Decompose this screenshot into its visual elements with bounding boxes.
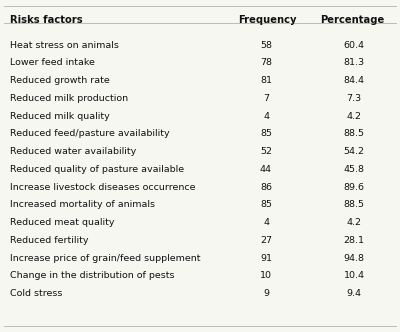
- Text: Reduced milk quality: Reduced milk quality: [10, 112, 110, 121]
- Text: Reduced milk production: Reduced milk production: [10, 94, 128, 103]
- Text: 86: 86: [260, 183, 272, 192]
- Text: 4.2: 4.2: [346, 218, 362, 227]
- Text: 45.8: 45.8: [344, 165, 364, 174]
- Text: 27: 27: [260, 236, 272, 245]
- Text: 7.3: 7.3: [346, 94, 362, 103]
- Text: 88.5: 88.5: [344, 129, 364, 138]
- Text: 91: 91: [260, 254, 272, 263]
- Text: 7: 7: [263, 94, 269, 103]
- Text: Increase price of grain/feed supplement: Increase price of grain/feed supplement: [10, 254, 200, 263]
- Text: 54.2: 54.2: [344, 147, 364, 156]
- Text: Reduced feed/pasture availability: Reduced feed/pasture availability: [10, 129, 170, 138]
- Text: Reduced fertility: Reduced fertility: [10, 236, 88, 245]
- Text: Reduced growth rate: Reduced growth rate: [10, 76, 110, 85]
- Text: 89.6: 89.6: [344, 183, 364, 192]
- Text: 60.4: 60.4: [344, 41, 364, 49]
- Text: Lower feed intake: Lower feed intake: [10, 58, 95, 67]
- Text: 58: 58: [260, 41, 272, 49]
- Text: 94.8: 94.8: [344, 254, 364, 263]
- Text: 85: 85: [260, 200, 272, 209]
- Text: 78: 78: [260, 58, 272, 67]
- Text: Change in the distribution of pests: Change in the distribution of pests: [10, 272, 174, 281]
- Text: Risks factors: Risks factors: [10, 15, 83, 25]
- Text: Increased mortality of animals: Increased mortality of animals: [10, 200, 155, 209]
- Text: 9: 9: [263, 289, 269, 298]
- Text: 44: 44: [260, 165, 272, 174]
- Text: Reduced meat quality: Reduced meat quality: [10, 218, 114, 227]
- Text: 28.1: 28.1: [344, 236, 364, 245]
- Text: Frequency: Frequency: [238, 15, 296, 25]
- Text: 4.2: 4.2: [346, 112, 362, 121]
- Text: 84.4: 84.4: [344, 76, 364, 85]
- Text: Percentage: Percentage: [320, 15, 384, 25]
- Text: 88.5: 88.5: [344, 200, 364, 209]
- Text: Reduced quality of pasture available: Reduced quality of pasture available: [10, 165, 184, 174]
- Text: Cold stress: Cold stress: [10, 289, 62, 298]
- Text: Reduced water availability: Reduced water availability: [10, 147, 136, 156]
- Text: Heat stress on animals: Heat stress on animals: [10, 41, 119, 49]
- Text: 10.4: 10.4: [344, 272, 364, 281]
- Text: 81: 81: [260, 76, 272, 85]
- Text: 9.4: 9.4: [346, 289, 362, 298]
- Text: 4: 4: [263, 112, 269, 121]
- Text: 85: 85: [260, 129, 272, 138]
- Text: 52: 52: [260, 147, 272, 156]
- Text: 10: 10: [260, 272, 272, 281]
- Text: 4: 4: [263, 218, 269, 227]
- Text: 81.3: 81.3: [344, 58, 364, 67]
- Text: Increase livestock diseases occurrence: Increase livestock diseases occurrence: [10, 183, 196, 192]
